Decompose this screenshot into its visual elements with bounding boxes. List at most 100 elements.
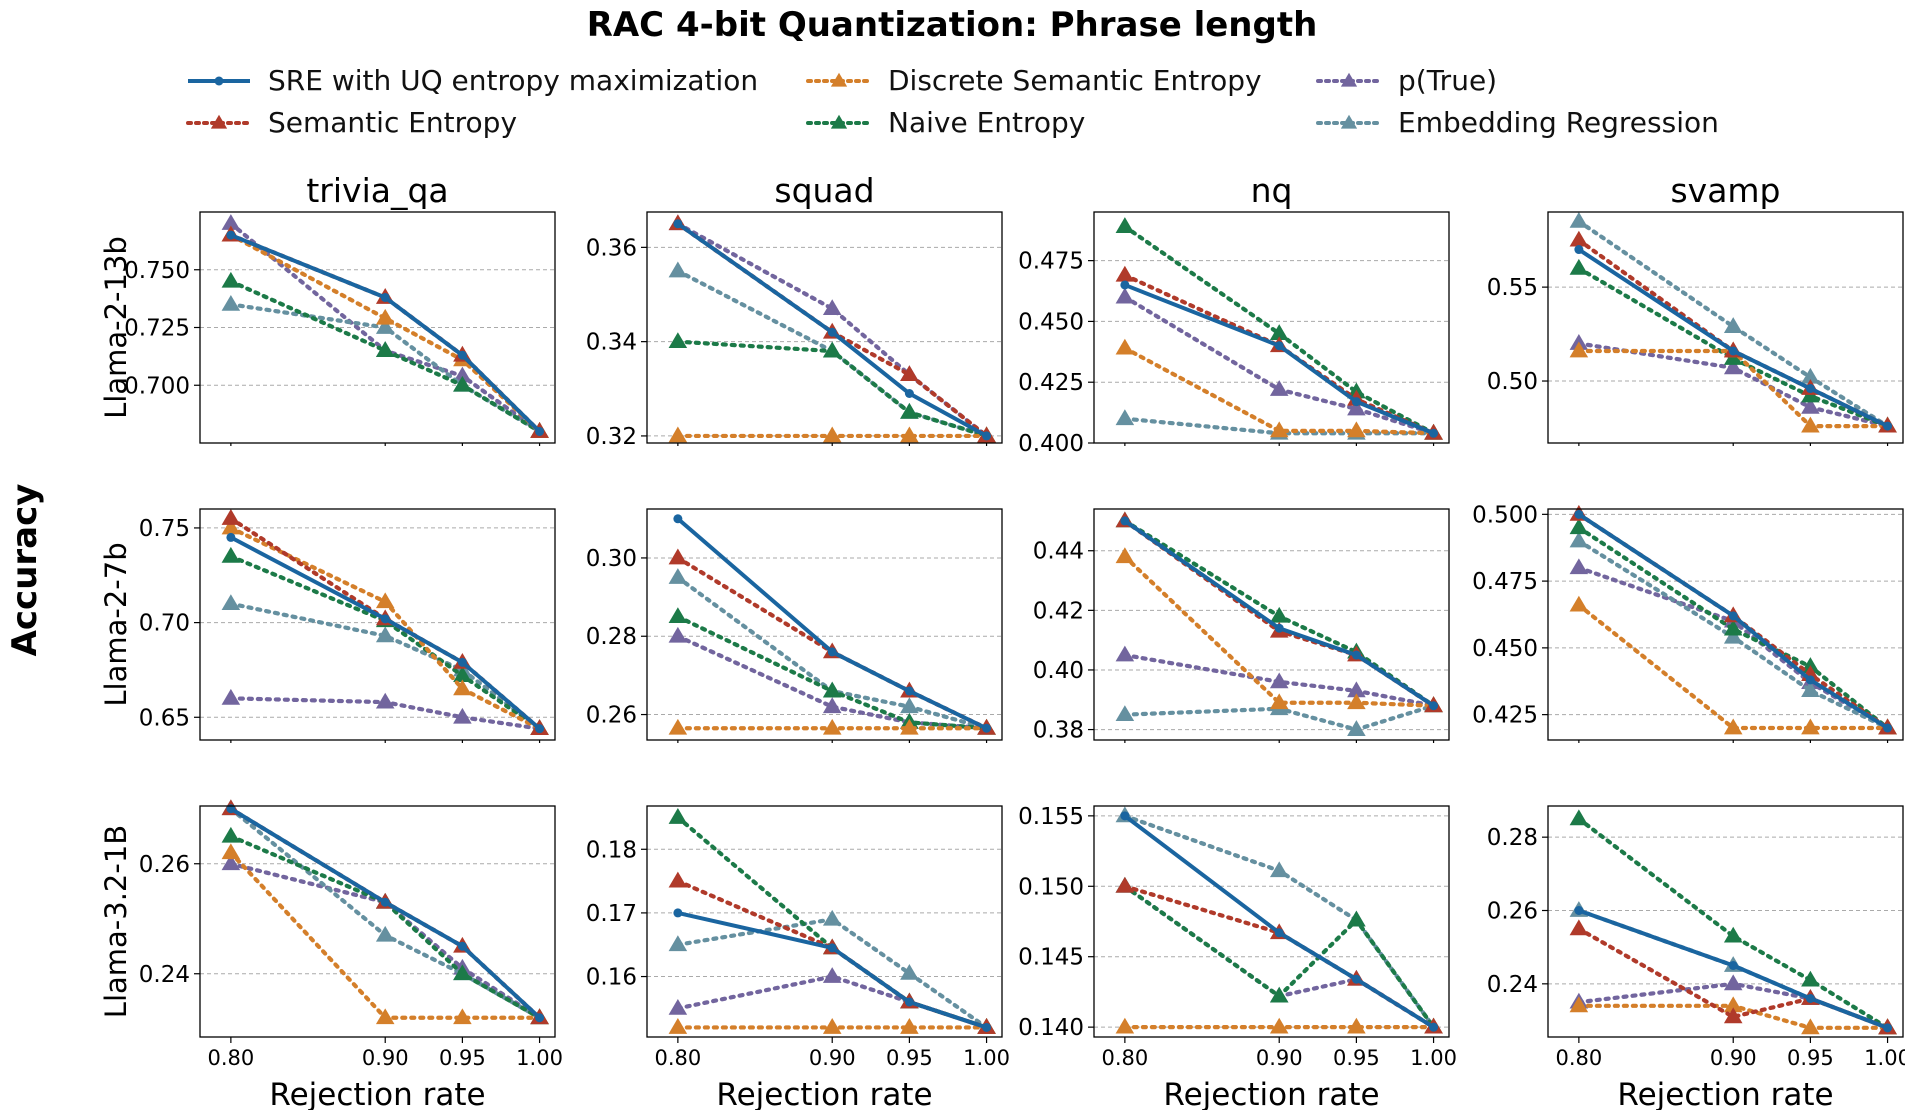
series-line-sre — [1124, 283, 1435, 436]
plot-frame — [646, 508, 1003, 741]
data-point — [1569, 518, 1589, 535]
data-point — [1723, 1007, 1743, 1024]
data-point — [1347, 720, 1366, 736]
data-point — [1269, 380, 1289, 396]
legend-item-se: Semantic Entropy — [186, 106, 517, 139]
data-point — [1269, 861, 1289, 878]
panel-Llama-3.2-1B-nq: 0.140 0.145 0.150 0.155 0.80 0.90 0.95 1.00 Reje… — [1018, 804, 1457, 1110]
series-se — [1115, 876, 1443, 1034]
data-point — [900, 963, 919, 980]
plot-frame — [199, 508, 556, 741]
data-point — [1805, 675, 1815, 685]
data-point — [1883, 421, 1893, 431]
y-tick-label: 0.150 — [1018, 874, 1084, 900]
series-line-dse — [228, 850, 542, 1020]
series-line-er — [228, 601, 542, 731]
data-point — [1569, 595, 1589, 612]
series-dse — [1115, 1017, 1443, 1034]
data-point — [668, 261, 688, 278]
data-point — [822, 697, 842, 714]
series-ne — [1115, 876, 1443, 1034]
y-tick-label: 0.50 — [1487, 369, 1538, 395]
data-point — [1274, 928, 1284, 938]
y-tick-label: 0.40 — [1033, 658, 1084, 684]
series-line-sre — [229, 535, 541, 731]
data-point — [1429, 428, 1439, 438]
y-tick-label: 0.38 — [1033, 718, 1084, 744]
data-point — [457, 941, 467, 951]
data-point — [1351, 974, 1361, 984]
data-point — [1574, 906, 1584, 915]
data-point — [668, 332, 688, 349]
y-tick-label: 0.400 — [1018, 431, 1084, 457]
series-ne — [1569, 809, 1897, 1035]
x-tick-label: 0.80 — [1101, 1046, 1148, 1070]
data-point — [1723, 926, 1743, 943]
legend-label-er: Embedding Regression — [1398, 106, 1719, 139]
data-point — [1723, 996, 1743, 1013]
series-line-er — [1576, 538, 1890, 731]
y-tick-label: 0.725 — [124, 316, 190, 342]
x-tick-label: 0.95 — [1333, 1046, 1380, 1070]
data-point — [668, 935, 688, 952]
legend-marker-ptrue — [1340, 72, 1358, 87]
legend-marker-dse — [830, 72, 848, 87]
y-tick-label: 0.26 — [139, 852, 190, 878]
series-sre — [226, 532, 545, 734]
data-point — [1351, 650, 1361, 660]
series-line-se — [1122, 273, 1436, 436]
data-point — [1115, 1017, 1135, 1034]
series-sre — [1120, 811, 1439, 1032]
data-point — [380, 897, 390, 907]
y-tick-label: 0.75 — [139, 516, 190, 542]
plot-frame — [1547, 805, 1904, 1038]
data-point — [1801, 718, 1820, 735]
data-point — [453, 666, 472, 683]
y-tick-label: 0.475 — [1472, 569, 1538, 595]
data-point — [1569, 531, 1589, 548]
panel-Llama-2-7b-nq: 0.38 0.40 0.42 0.44 — [1033, 508, 1450, 744]
data-point — [673, 219, 683, 229]
data-point — [827, 647, 837, 657]
series-line-er — [675, 268, 989, 439]
data-point — [1351, 397, 1361, 407]
series-line-dse — [228, 525, 542, 731]
data-point — [822, 967, 842, 983]
data-point — [535, 1013, 545, 1023]
legend-item-sre: SRE with UQ entropy maximization — [188, 64, 758, 97]
data-point — [668, 607, 688, 624]
data-point — [453, 964, 472, 981]
data-point — [457, 657, 467, 667]
series-dse — [668, 718, 996, 735]
data-point — [226, 532, 236, 542]
series-er — [1569, 211, 1897, 433]
x-axis-label: Rejection rate — [716, 1077, 932, 1110]
data-point — [822, 341, 842, 358]
data-point — [1120, 811, 1130, 821]
x-tick-label: 0.90 — [809, 1046, 856, 1070]
legend-item-ptrue: p(True) — [1316, 64, 1497, 97]
data-point — [1569, 919, 1589, 936]
data-point — [375, 592, 395, 609]
series-sre — [673, 514, 992, 733]
data-point — [1805, 994, 1815, 1003]
legend-marker-ne — [830, 114, 848, 129]
data-point — [900, 1018, 919, 1034]
data-point — [1274, 341, 1284, 351]
data-point — [1115, 547, 1135, 564]
data-point — [1115, 705, 1135, 722]
y-tick-label: 0.28 — [586, 624, 637, 650]
data-point — [380, 614, 390, 624]
data-point — [1569, 558, 1589, 575]
x-axis-label: Rejection rate — [1617, 1077, 1833, 1110]
data-point — [900, 365, 919, 382]
series-ne — [221, 826, 549, 1025]
y-tick-label: 0.750 — [124, 258, 190, 284]
figure-title: RAC 4-bit Quantization: Phrase length — [587, 5, 1318, 45]
legend-item-er: Embedding Regression — [1316, 106, 1719, 139]
data-point — [982, 723, 992, 733]
series-line-sre — [676, 517, 988, 731]
series-line-sre — [1123, 519, 1435, 708]
data-point — [1274, 623, 1284, 633]
